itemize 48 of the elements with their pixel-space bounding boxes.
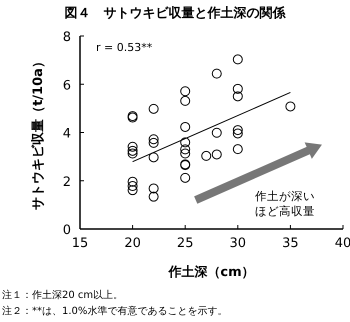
point [232, 91, 243, 102]
annotation: ほど高収量 [255, 204, 315, 218]
point [180, 96, 190, 106]
point [148, 104, 159, 114]
ytick: 0 [62, 223, 71, 238]
point [232, 54, 243, 64]
point [180, 144, 190, 154]
point [232, 144, 243, 154]
point [128, 176, 138, 187]
point [180, 137, 190, 148]
point [148, 134, 159, 144]
annotation: 注２：**は、1.0%水準で有意であることを示す。 [2, 306, 228, 317]
point [212, 128, 222, 138]
ytick: 4 [62, 126, 71, 142]
point [148, 138, 159, 148]
annotation: 作土が深い [255, 189, 315, 203]
point [232, 125, 243, 136]
point [232, 84, 243, 94]
point [201, 150, 212, 161]
point [128, 146, 138, 156]
point [128, 181, 138, 192]
point [128, 142, 138, 152]
point [285, 101, 296, 112]
point [128, 148, 138, 158]
ytick: 2 [62, 174, 71, 190]
xtick: 35 [282, 236, 299, 251]
xtick: 20 [124, 236, 141, 251]
point [128, 185, 138, 196]
title: 図４ サトウキビ収量と作土深の関係 [64, 6, 286, 21]
point [180, 172, 190, 183]
point [180, 122, 190, 132]
xlabel: 作土深（cm） [168, 265, 255, 280]
ylabel: サトウキビ収量（t/10a） [31, 55, 46, 210]
point [212, 68, 222, 79]
point [212, 149, 222, 160]
annotation: 注１：作土深20 cm以上。 [2, 290, 124, 301]
point [148, 183, 159, 194]
ytick: 6 [62, 78, 71, 94]
point [232, 128, 243, 138]
point [180, 148, 190, 158]
point [148, 192, 159, 202]
point [180, 86, 190, 96]
ytick: 8 [62, 30, 71, 45]
xtick: 15 [72, 236, 88, 251]
xtick: 30 [230, 236, 246, 251]
xtick: 25 [176, 236, 194, 251]
annotation: r = 0.53** [96, 41, 152, 54]
point [148, 152, 159, 162]
